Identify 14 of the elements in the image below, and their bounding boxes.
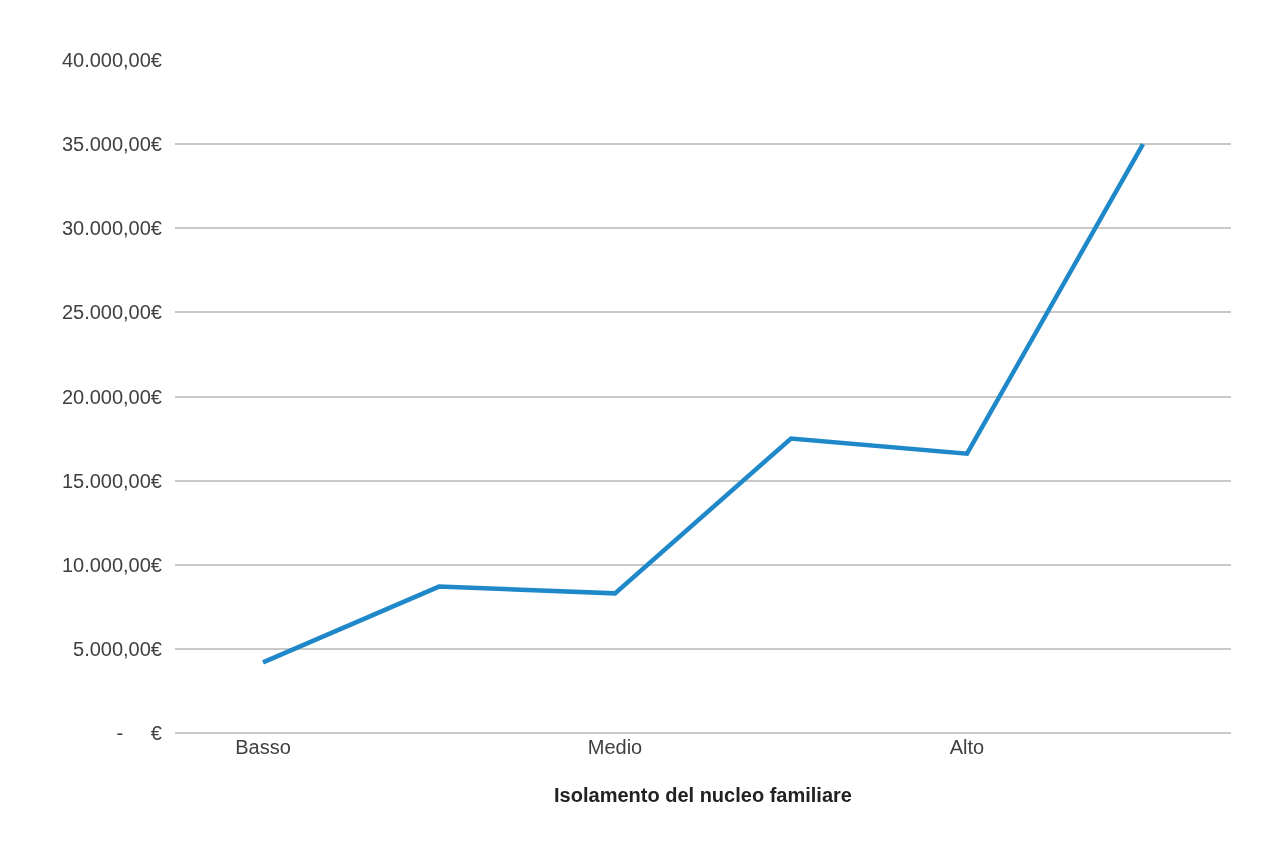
x-tick-label: Basso <box>235 736 291 758</box>
x-tick-label: Alto <box>949 736 985 758</box>
y-tick-label: - € <box>116 722 162 744</box>
x-tick-label: Medio <box>587 736 643 758</box>
y-tick-label: 30.000,00€ <box>61 217 162 240</box>
y-tick-label: 40.000,00€ <box>61 49 162 71</box>
x-axis-title: Isolamento del nucleo familiare <box>554 783 852 806</box>
y-tick-label: 35.000,00€ <box>61 133 162 156</box>
line-series <box>260 141 1146 665</box>
y-tick-label: 15.000,00€ <box>61 469 162 492</box>
y-tick-label: 10.000,00€ <box>61 553 162 576</box>
y-tick-label: 20.000,00€ <box>61 385 162 408</box>
y-tick-label: 25.000,00€ <box>61 301 162 324</box>
y-tick-label: 5.000,00€ <box>73 637 162 660</box>
